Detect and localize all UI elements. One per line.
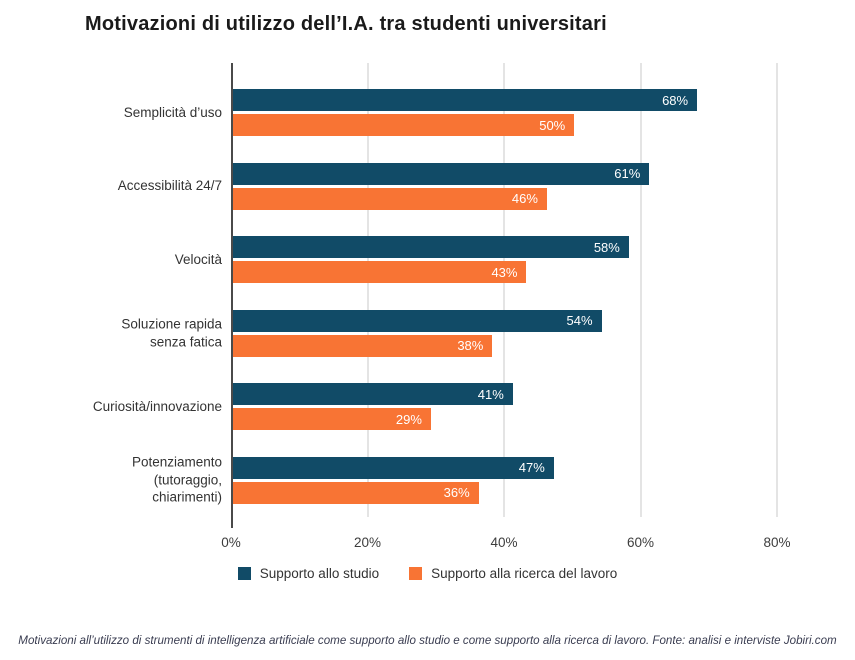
bar-value-label: 43%	[491, 264, 518, 280]
bar-series-0: 54%	[233, 309, 602, 332]
category-label: Accessibilità 24/7	[117, 178, 222, 194]
bar-row: Velocità 58% 43%	[175, 223, 793, 297]
bar-value-label: 61%	[614, 166, 641, 181]
bar-value-label: 54%	[566, 313, 593, 328]
legend-swatch-icon	[237, 567, 251, 580]
plot-area	[231, 63, 778, 517]
bar-series-0: 58%	[233, 236, 629, 258]
bar-series-0: 41%	[233, 383, 513, 405]
gridline-20	[366, 63, 369, 517]
legend: Supporto allo studio Supporto alla ricerc…	[0, 566, 855, 581]
gridline-80	[776, 63, 778, 517]
legend-item-label: Supporto allo studio	[259, 566, 380, 581]
legend-item-0: Supporto allo studio	[237, 566, 380, 581]
legend-item-label: Supporto alla ricerca del lavoro	[431, 566, 618, 581]
bar-value-label: 58%	[593, 239, 620, 255]
bar-series-0: 68%	[233, 89, 698, 111]
x-tick-label: 60%	[626, 535, 655, 550]
bar-series-0: 47%	[233, 456, 554, 479]
category-label: Potenziamento (tutoraggio, chiarimenti)	[131, 454, 222, 506]
bar-row: Accessibilità 24/7 61% 46%	[118, 150, 793, 224]
bar-value-label: 41%	[477, 386, 504, 402]
x-tick-label: 80%	[763, 535, 791, 550]
category-label: Semplicità d’uso	[123, 104, 222, 120]
category-label: Curiosità/innovazione	[92, 398, 222, 414]
x-tick-label: 40%	[490, 535, 518, 550]
bar-value-label: 47%	[518, 460, 545, 475]
gridline-40	[503, 63, 505, 517]
legend-swatch-icon	[409, 567, 423, 580]
category-label: Velocità	[174, 251, 222, 267]
chart-title: Motivazioni di utilizzo dell’I.A. tra st…	[85, 13, 607, 35]
bar-series-1: 46%	[233, 187, 547, 210]
x-tick-label: 20%	[353, 535, 382, 550]
legend-item-1: Supporto alla ricerca del lavoro	[409, 566, 617, 581]
bar-series-1: 29%	[233, 408, 431, 430]
bar-series-1: 38%	[233, 334, 493, 357]
bar-rows: Semplicità d’uso 68% 50% Accessibilità 24/7…	[93, 76, 793, 518]
category-label: Soluzione rapida senza fatica	[121, 316, 222, 350]
bar-row: Curiosità/innovazione 41% 29%	[93, 370, 793, 444]
bar-row: Potenziamento (tutoraggio, chiarimenti) 4…	[132, 444, 793, 518]
bar-value-label: 46%	[511, 191, 538, 206]
bar-series-1: 50%	[233, 114, 575, 136]
footer-caption: Motivazioni all’utilizzo di strumenti di…	[18, 634, 837, 647]
bar-value-label: 68%	[662, 92, 689, 108]
bar-row: Semplicità d’uso 68% 50%	[124, 76, 793, 150]
bar-value-label: 36%	[443, 485, 470, 500]
bar-row: Soluzione rapida senza fatica 54% 38%	[121, 297, 793, 371]
gridline-60	[639, 63, 642, 517]
bar-value-label: 29%	[395, 411, 422, 427]
bar-series-0: 61%	[233, 162, 650, 185]
y-axis-line	[231, 63, 233, 528]
x-tick-label: 0%	[221, 535, 241, 550]
x-axis-ticks: 0% 20% 40% 60% 80%	[221, 535, 790, 553]
bar-value-label: 50%	[539, 117, 566, 133]
bar-value-label: 38%	[457, 338, 484, 353]
bar-series-1: 36%	[233, 481, 479, 504]
bar-series-1: 43%	[233, 261, 527, 283]
